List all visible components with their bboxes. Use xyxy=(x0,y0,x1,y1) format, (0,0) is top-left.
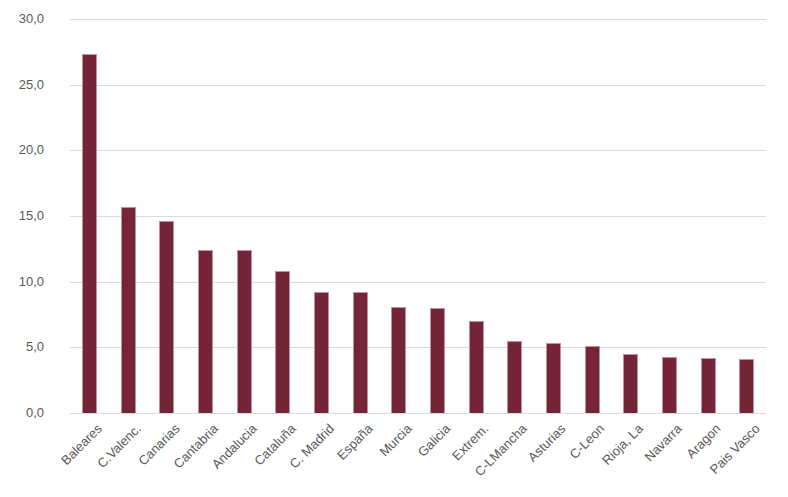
bar xyxy=(701,358,716,413)
x-axis-category-label: Navarra xyxy=(642,421,685,464)
bar xyxy=(237,250,252,413)
bar xyxy=(275,271,290,413)
y-axis-tick-label: 20,0 xyxy=(0,141,44,159)
gridline xyxy=(70,216,766,217)
bar xyxy=(82,54,97,413)
bar xyxy=(314,292,329,413)
x-axis-category-label: Rioja, La xyxy=(599,421,646,468)
bar xyxy=(585,346,600,413)
gridline xyxy=(70,85,766,86)
x-axis-category-label: España xyxy=(334,421,376,463)
bar xyxy=(739,359,754,413)
bar xyxy=(507,341,522,413)
gridline xyxy=(70,150,766,151)
y-axis-tick-label: 0,0 xyxy=(0,404,44,422)
y-axis-tick-label: 10,0 xyxy=(0,273,44,291)
x-axis-category-label: Asturias xyxy=(525,421,569,465)
bar xyxy=(391,307,406,413)
x-axis-category-label: Murcia xyxy=(376,421,414,459)
bar xyxy=(159,221,174,413)
bar xyxy=(353,292,368,413)
bar-chart: 0,05,010,015,020,025,030,0 BalearesC.Val… xyxy=(0,0,788,497)
x-axis-line xyxy=(70,413,766,414)
bar xyxy=(121,207,136,413)
y-axis-tick-label: 25,0 xyxy=(0,76,44,94)
x-axis-category-label: Galicia xyxy=(414,421,453,460)
gridline xyxy=(70,347,766,348)
bar xyxy=(546,343,561,413)
bar xyxy=(469,321,484,413)
gridline xyxy=(70,19,766,20)
bar xyxy=(198,250,213,413)
y-axis-tick-label: 5,0 xyxy=(0,338,44,356)
y-axis-tick-label: 15,0 xyxy=(0,207,44,225)
bar xyxy=(623,354,638,413)
y-axis-tick-label: 30,0 xyxy=(0,10,44,28)
bar xyxy=(430,308,445,413)
bar xyxy=(662,357,677,413)
gridline xyxy=(70,282,766,283)
